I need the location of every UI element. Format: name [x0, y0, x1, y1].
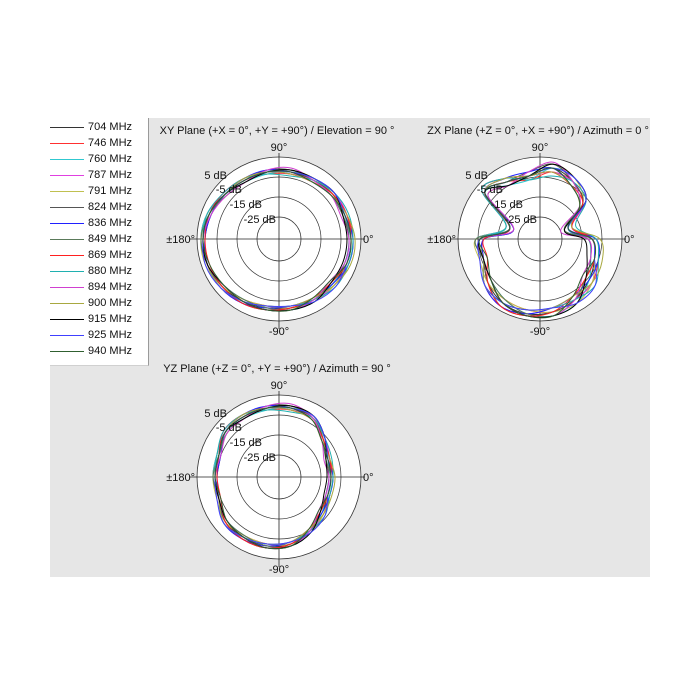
legend-label: 940 MHz — [88, 345, 133, 357]
legend-swatch — [50, 174, 84, 176]
legend-item: 824 MHz — [50, 199, 148, 215]
legend-label: 746 MHz — [88, 137, 133, 149]
legend-item: 869 MHz — [50, 247, 148, 263]
angle-label-180: ±180° — [427, 234, 456, 246]
legend-item: 880 MHz — [50, 263, 148, 279]
ring-label: -25 dB — [505, 214, 537, 226]
legend-item: 791 MHz — [50, 183, 148, 199]
legend-item: 849 MHz — [50, 231, 148, 247]
plot-title: XY Plane (+X = 0°, +Y = +90°) / Elevatio… — [160, 125, 395, 137]
legend-label: 760 MHz — [88, 153, 133, 165]
ring-label: -15 dB — [491, 199, 523, 211]
legend-item: 760 MHz — [50, 151, 148, 167]
legend-label: 869 MHz — [88, 249, 133, 261]
ring-label: 5 dB — [204, 170, 227, 182]
legend-item: 746 MHz — [50, 135, 148, 151]
angle-label-90: 90° — [271, 380, 288, 392]
legend-swatch — [50, 190, 84, 192]
legend: 704 MHz 746 MHz 760 MHz 787 MHz 791 MHz 824 M… — [50, 118, 149, 366]
legend-label: 704 MHz — [88, 121, 133, 133]
legend-item: 915 MHz — [50, 311, 148, 327]
angle-label-0: 0° — [363, 472, 374, 484]
legend-swatch — [50, 126, 84, 128]
legend-item: 836 MHz — [50, 215, 148, 231]
legend-item: 894 MHz — [50, 279, 148, 295]
polar-plot-0: XY Plane (+X = 0°, +Y = +90°) / Elevatio… — [160, 125, 395, 338]
legend-label: 900 MHz — [88, 297, 133, 309]
legend-swatch — [50, 350, 84, 352]
plot-title: YZ Plane (+Z = 0°, +Y = +90°) / Azimuth … — [163, 363, 391, 375]
ring-label: -25 dB — [244, 214, 276, 226]
legend-item: 925 MHz — [50, 327, 148, 343]
legend-swatch — [50, 254, 84, 256]
angle-label-90: 90° — [271, 142, 288, 154]
series-line-940-mhz — [202, 170, 352, 312]
legend-label: 915 MHz — [88, 313, 133, 325]
ring-label: -5 dB — [477, 184, 503, 196]
legend-swatch — [50, 206, 84, 208]
legend-swatch — [50, 270, 84, 272]
polar-plot-1: ZX Plane (+Z = 0°, +X = +90°) / Azimuth … — [427, 125, 649, 338]
angle-label-minus-90: -90° — [269, 326, 289, 338]
angle-label-90: 90° — [532, 142, 549, 154]
legend-label: 791 MHz — [88, 185, 133, 197]
ring-label: -15 dB — [230, 199, 262, 211]
angle-label-0: 0° — [624, 234, 635, 246]
angle-label-180: ±180° — [166, 234, 195, 246]
angle-label-0: 0° — [363, 234, 374, 246]
legend-swatch — [50, 222, 84, 224]
legend-item: 704 MHz — [50, 119, 148, 135]
legend-swatch — [50, 142, 84, 144]
angle-label-180: ±180° — [166, 472, 195, 484]
ring-label: 5 dB — [465, 170, 488, 182]
legend-label: 787 MHz — [88, 169, 133, 181]
legend-swatch — [50, 302, 84, 304]
ring-label: -25 dB — [244, 452, 276, 464]
legend-label: 894 MHz — [88, 281, 133, 293]
legend-label: 836 MHz — [88, 217, 133, 229]
legend-label: 849 MHz — [88, 233, 133, 245]
ring-label: 5 dB — [204, 408, 227, 420]
ring-label: -5 dB — [216, 184, 242, 196]
legend-item: 787 MHz — [50, 167, 148, 183]
legend-swatch — [50, 286, 84, 288]
series-line-940-mhz — [478, 167, 597, 319]
legend-swatch — [50, 318, 84, 320]
legend-item: 940 MHz — [50, 343, 148, 359]
legend-swatch — [50, 238, 84, 240]
angle-label-minus-90: -90° — [530, 326, 550, 338]
legend-swatch — [50, 158, 84, 160]
plot-title: ZX Plane (+Z = 0°, +X = +90°) / Azimuth … — [427, 125, 649, 137]
ring-label: -15 dB — [230, 437, 262, 449]
polar-plot-2: YZ Plane (+Z = 0°, +Y = +90°) / Azimuth … — [163, 363, 391, 576]
legend-label: 880 MHz — [88, 265, 133, 277]
legend-swatch — [50, 334, 84, 336]
angle-label-minus-90: -90° — [269, 564, 289, 576]
legend-item: 900 MHz — [50, 295, 148, 311]
legend-label: 925 MHz — [88, 329, 133, 341]
legend-label: 824 MHz — [88, 201, 133, 213]
series-line-940-mhz — [214, 406, 332, 550]
ring-label: -5 dB — [216, 422, 242, 434]
